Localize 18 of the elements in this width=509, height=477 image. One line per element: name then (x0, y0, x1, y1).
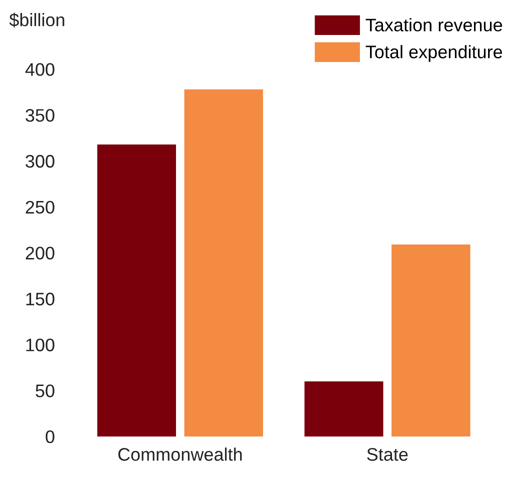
y-tick-label: 50 (36, 384, 54, 398)
y-tick-label: 0 (46, 430, 54, 444)
y-tick-label: 300 (26, 154, 54, 168)
y-tick-label: 150 (26, 292, 54, 306)
bar (97, 144, 176, 436)
y-tick-label: 250 (26, 200, 54, 214)
x-tick-label: State (367, 448, 408, 461)
x-tick-label: Commonwealth (118, 448, 242, 461)
bar (304, 381, 384, 436)
bar (392, 244, 470, 436)
y-tick-label: 200 (26, 246, 54, 260)
y-tick-label: 100 (26, 338, 54, 352)
y-tick-label: 350 (26, 109, 54, 122)
y-axis-title: $billion (9, 12, 64, 28)
legend-label: Taxation revenue (366, 18, 502, 32)
y-tick-label: 400 (25, 63, 54, 76)
bar (184, 89, 264, 436)
legend-label: Total expenditure (366, 45, 502, 62)
